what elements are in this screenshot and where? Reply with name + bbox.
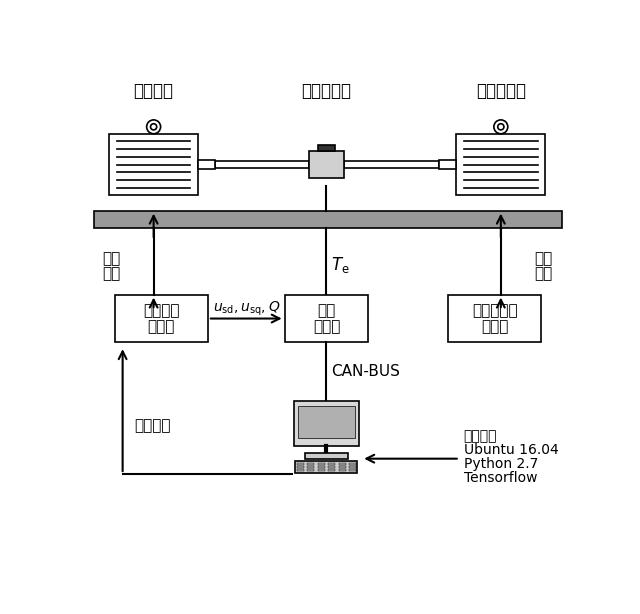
Bar bbox=[296, 469, 303, 472]
Bar bbox=[109, 134, 198, 195]
Text: 数据: 数据 bbox=[317, 303, 335, 318]
Bar bbox=[439, 160, 456, 169]
Text: Python 2.7: Python 2.7 bbox=[463, 457, 538, 471]
Bar bbox=[198, 160, 215, 169]
Bar bbox=[344, 161, 439, 168]
Text: 控制器: 控制器 bbox=[148, 319, 175, 334]
Bar bbox=[215, 161, 309, 168]
Bar bbox=[307, 463, 314, 465]
Text: 辨识参数: 辨识参数 bbox=[134, 418, 171, 433]
Circle shape bbox=[150, 124, 157, 130]
Text: Tensorflow: Tensorflow bbox=[463, 471, 537, 485]
Bar bbox=[305, 453, 348, 459]
Text: 操作环境: 操作环境 bbox=[463, 429, 497, 443]
Bar bbox=[328, 469, 335, 472]
Text: 转矩: 转矩 bbox=[102, 251, 120, 266]
Text: 转矩传感器: 转矩传感器 bbox=[301, 82, 351, 99]
Text: CAN-BUS: CAN-BUS bbox=[331, 364, 400, 379]
Bar bbox=[285, 295, 368, 343]
Bar bbox=[339, 463, 346, 465]
Text: 测功机电机: 测功机电机 bbox=[476, 82, 526, 99]
Circle shape bbox=[498, 124, 504, 130]
Text: 控制器: 控制器 bbox=[481, 319, 508, 334]
Bar bbox=[328, 463, 335, 465]
Bar bbox=[448, 295, 541, 343]
Bar bbox=[339, 469, 346, 472]
Text: 测功机电机: 测功机电机 bbox=[472, 303, 517, 318]
Text: Ubuntu 16.04: Ubuntu 16.04 bbox=[463, 443, 558, 457]
Bar bbox=[328, 466, 335, 468]
Bar bbox=[318, 145, 335, 151]
Bar bbox=[296, 466, 303, 468]
Text: 转速: 转速 bbox=[534, 251, 552, 266]
Text: $T_{\mathrm{e}}$: $T_{\mathrm{e}}$ bbox=[331, 255, 349, 275]
Bar bbox=[317, 466, 324, 468]
Bar bbox=[349, 463, 356, 465]
Bar bbox=[296, 463, 303, 465]
Text: 模式: 模式 bbox=[102, 266, 120, 281]
Bar bbox=[339, 466, 346, 468]
Bar bbox=[294, 401, 360, 446]
Text: $u_{\mathrm{sd}}, u_{\mathrm{sq}}, Q$: $u_{\mathrm{sd}}, u_{\mathrm{sq}}, Q$ bbox=[212, 300, 280, 319]
Bar bbox=[309, 151, 344, 178]
Bar bbox=[94, 211, 562, 228]
Circle shape bbox=[147, 120, 161, 134]
Bar bbox=[307, 469, 314, 472]
Bar bbox=[349, 466, 356, 468]
Bar bbox=[94, 211, 562, 228]
Bar bbox=[317, 463, 324, 465]
Bar bbox=[298, 406, 355, 438]
Bar bbox=[349, 469, 356, 472]
Bar bbox=[296, 461, 358, 473]
Bar bbox=[456, 134, 545, 195]
Text: 模式: 模式 bbox=[534, 266, 552, 281]
Text: 测试电机: 测试电机 bbox=[134, 82, 173, 99]
Text: 测试电机: 测试电机 bbox=[143, 303, 180, 318]
Bar bbox=[115, 295, 208, 343]
Text: 采集器: 采集器 bbox=[313, 319, 340, 334]
Circle shape bbox=[494, 120, 508, 134]
Bar bbox=[307, 466, 314, 468]
Bar bbox=[317, 469, 324, 472]
